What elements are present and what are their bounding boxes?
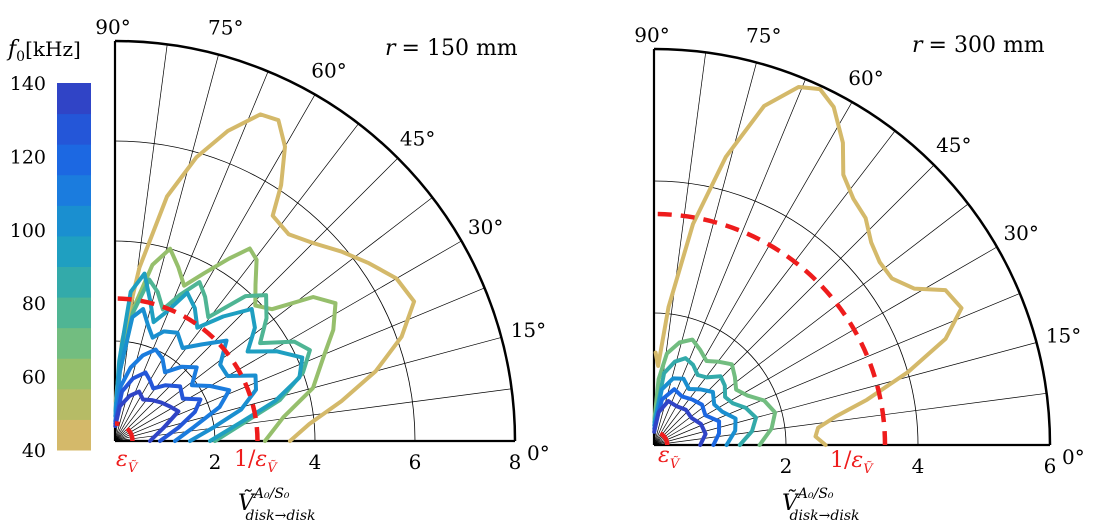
angular-spoke bbox=[114, 337, 502, 442]
colorbar: f0[kHz] 140 120 100 80 60 40 bbox=[6, 37, 91, 462]
frequency-curve bbox=[113, 347, 232, 443]
angular-tick-label: 30° bbox=[1003, 221, 1038, 245]
angular-tick-label: 0° bbox=[1062, 445, 1085, 469]
radial-tick-label: 8 bbox=[509, 450, 522, 474]
colorbar-label-unit: [kHz] bbox=[25, 37, 81, 61]
xlabel-right: ṼA₀/S₀ disk→disk bbox=[782, 486, 860, 524]
polar-panel-left: 2 4 6 8 0° 15° 30° 45° 60° 75° 90° r = 150 mm bbox=[95, 15, 549, 474]
colorbar-tick-label: 40 bbox=[22, 440, 46, 462]
angular-spoke bbox=[114, 71, 269, 442]
colorbar-swatch bbox=[57, 419, 91, 451]
reference-lines bbox=[653, 211, 888, 446]
radial-tick-label: 4 bbox=[309, 450, 322, 474]
angular-spoke bbox=[653, 130, 896, 446]
frequency-curve bbox=[113, 370, 203, 443]
radius-annotation: r = 150 mm bbox=[385, 36, 518, 61]
colorbar-swatch bbox=[57, 144, 91, 176]
polar-panel-right: 2 4 6 0° 15° 30° 45° 60° 75° 90° r = 300 mm bbox=[634, 23, 1084, 478]
radial-tick-label: 6 bbox=[409, 450, 422, 474]
frequency-curve bbox=[652, 356, 758, 447]
angular-spoke bbox=[653, 79, 806, 446]
colorbar-swatch bbox=[57, 388, 91, 420]
radial-tick-label: 2 bbox=[780, 454, 793, 478]
data-curves bbox=[113, 112, 417, 443]
frequency-curve bbox=[113, 246, 338, 443]
angular-spoke bbox=[653, 62, 757, 446]
colorbar-tick-label: 140 bbox=[10, 73, 46, 95]
radial-tick-label: 2 bbox=[209, 450, 222, 474]
epsilon-reference-arc bbox=[114, 421, 135, 442]
colorbar-swatch bbox=[57, 297, 91, 329]
angular-tick-label: 90° bbox=[95, 15, 130, 39]
angular-spoke bbox=[653, 203, 969, 446]
angular-spoke bbox=[114, 44, 168, 442]
inverse-epsilon-label-left: 1/εṼ bbox=[234, 447, 278, 476]
epsilon-label-left: εṼ bbox=[116, 447, 139, 476]
radius-value: = 150 mm bbox=[402, 36, 518, 61]
colorbar-swatch bbox=[57, 205, 91, 237]
frequency-curve bbox=[652, 399, 708, 447]
radial-tick-label: 6 bbox=[1044, 454, 1057, 478]
frequency-curve bbox=[652, 337, 778, 447]
colorbar-swatch bbox=[57, 327, 91, 359]
colorbar-swatch bbox=[57, 235, 91, 267]
frequency-curve bbox=[113, 271, 305, 443]
radius-annotation: r = 300 mm bbox=[912, 33, 1045, 58]
radius-symbol: r bbox=[385, 36, 397, 61]
angular-spoke bbox=[653, 246, 998, 446]
epsilon-label-right: εṼ bbox=[658, 443, 681, 472]
angular-tick-label: 0° bbox=[527, 441, 550, 465]
frequency-curve bbox=[113, 277, 312, 443]
reference-lines bbox=[114, 296, 260, 442]
colorbar-swatch bbox=[57, 113, 91, 145]
polar-grid bbox=[652, 47, 1052, 447]
tick-labels: 2 4 6 0° 15° 30° 45° 60° 75° 90° bbox=[634, 23, 1084, 478]
xlabel-left: ṼA₀/S₀ disk→disk bbox=[238, 486, 316, 524]
angular-tick-label: 60° bbox=[848, 66, 883, 90]
angular-tick-label: 60° bbox=[311, 58, 346, 82]
angular-tick-label: 45° bbox=[936, 133, 971, 157]
colorbar-swatches bbox=[57, 83, 91, 451]
data-curves bbox=[652, 85, 964, 447]
epsilon-reference-arc bbox=[653, 429, 670, 446]
radius-value: = 300 mm bbox=[929, 33, 1045, 58]
angular-spoke bbox=[114, 388, 512, 442]
colorbar-tick-label: 120 bbox=[10, 146, 46, 168]
inverse-epsilon-reference-arc bbox=[114, 296, 260, 442]
angular-tick-label: 75° bbox=[208, 16, 243, 40]
frequency-curve bbox=[113, 307, 258, 443]
frequency-curve bbox=[652, 387, 722, 447]
colorbar-swatch bbox=[57, 174, 91, 206]
angular-tick-label: 45° bbox=[400, 126, 435, 150]
angular-tick-label: 75° bbox=[746, 23, 781, 47]
colorbar-label: f0[kHz] bbox=[6, 37, 81, 65]
frequency-curve bbox=[653, 85, 964, 447]
inverse-epsilon-label-right: 1/εṼ bbox=[830, 448, 874, 477]
angular-tick-label: 15° bbox=[1046, 323, 1081, 347]
frequency-curve bbox=[113, 112, 417, 443]
angular-tick-label: 90° bbox=[634, 23, 669, 47]
colorbar-swatch bbox=[57, 83, 91, 115]
tick-labels: 2 4 6 8 0° 15° 30° 45° 60° 75° 90° bbox=[95, 15, 549, 474]
colorbar-ticks: 140 120 100 80 60 40 bbox=[10, 73, 46, 462]
colorbar-swatch bbox=[57, 266, 91, 298]
colorbar-tick-label: 80 bbox=[22, 293, 46, 315]
frequency-curve bbox=[652, 376, 738, 447]
radius-symbol: r bbox=[912, 33, 924, 58]
angular-spoke bbox=[653, 293, 1020, 446]
angular-spoke bbox=[653, 164, 935, 446]
colorbar-tick-label: 100 bbox=[10, 220, 46, 242]
inverse-epsilon-reference-arc bbox=[653, 211, 888, 446]
angular-tick-label: 15° bbox=[511, 318, 546, 342]
colorbar-swatch bbox=[57, 358, 91, 390]
colorbar-label-sub: 0 bbox=[16, 49, 25, 65]
frequency-curve bbox=[113, 389, 181, 443]
angular-tick-label: 30° bbox=[468, 215, 503, 239]
angular-spoke bbox=[114, 197, 433, 442]
radial-tick-label: 4 bbox=[912, 454, 925, 478]
colorbar-tick-label: 60 bbox=[22, 367, 46, 389]
angular-spoke bbox=[653, 101, 853, 446]
